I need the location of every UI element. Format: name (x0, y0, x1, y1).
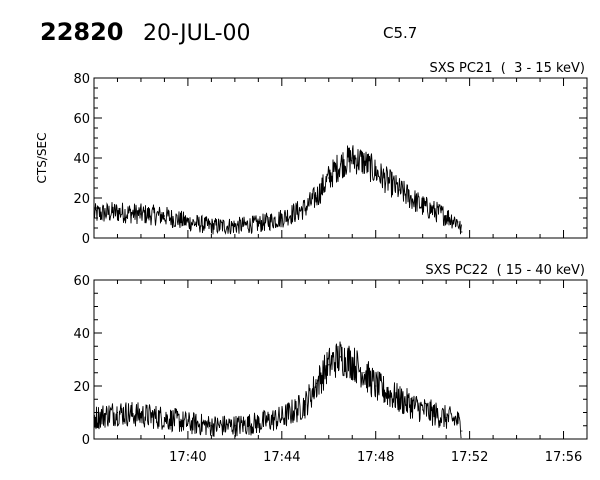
y-tick-label: 60 (73, 274, 90, 289)
data-point (328, 364, 330, 366)
data-point (316, 195, 318, 197)
data-point (445, 417, 447, 419)
data-point (398, 398, 400, 400)
y-tick-label: 20 (73, 380, 90, 395)
panel-pc21: SXS PC21 ( 3 - 15 keV) 0 20 40 60 80 CTS/SEC (35, 61, 588, 247)
data-point (281, 217, 283, 219)
series-line (93, 145, 462, 235)
data-point (257, 223, 259, 225)
data-point (210, 225, 212, 227)
data-point (116, 211, 119, 213)
data-point (187, 221, 189, 223)
data-point (234, 225, 236, 227)
data-point (351, 361, 353, 363)
data-point (339, 356, 342, 358)
data-point (163, 215, 166, 217)
event-id: 22820 (40, 18, 124, 46)
data-point (328, 177, 330, 179)
data-point (445, 215, 447, 217)
data-point (140, 213, 142, 215)
panel-pc22: SXS PC22 ( 15 - 40 keV) 0 20 40 60 17:40 17:44… (73, 263, 588, 465)
x-tick-label: 17:52 (451, 450, 488, 465)
data-point (316, 382, 318, 384)
data-point (461, 430, 463, 432)
data-point (351, 157, 353, 159)
data-point (461, 231, 463, 233)
data-point (93, 417, 95, 419)
y-tick-label: 80 (73, 72, 90, 87)
y-axis-label: CTS/SEC (35, 133, 49, 184)
data-point (304, 207, 306, 209)
data-point (257, 422, 259, 424)
data-point (457, 221, 459, 223)
series-line (93, 341, 462, 439)
data-point (234, 425, 236, 427)
data-point (457, 419, 459, 422)
y-tick-label: 0 (82, 433, 90, 448)
data-point (363, 372, 365, 374)
data-point (116, 411, 119, 414)
panel-title: SXS PC22 ( 15 - 40 keV) (425, 263, 585, 278)
x-tick-label: 17:40 (169, 450, 206, 465)
data-point (398, 189, 400, 191)
data-point (375, 171, 377, 173)
x-tick-label: 17:56 (545, 450, 582, 465)
data-point (339, 163, 342, 165)
data-point (281, 417, 283, 419)
data-point (163, 417, 166, 419)
data-point (375, 385, 377, 387)
x-tick-label: 17:44 (263, 450, 300, 465)
y-tick-label: 0 (82, 232, 90, 247)
data-point (304, 403, 306, 406)
y-tick-label: 60 (73, 112, 90, 127)
data-point (187, 422, 189, 424)
y-tick-label: 40 (73, 327, 90, 342)
data-point (363, 161, 365, 163)
data-point (210, 425, 212, 427)
y-tick-label: 40 (73, 152, 90, 167)
data-point (93, 213, 95, 215)
data-point (140, 414, 142, 416)
event-date: 20-JUL-00 (143, 21, 251, 46)
panel-title: SXS PC21 ( 3 - 15 keV) (429, 61, 585, 76)
data-point (422, 409, 424, 411)
flare-class: C5.7 (383, 24, 417, 42)
data-point (422, 205, 424, 207)
x-tick-label: 17:48 (357, 450, 394, 465)
plot-frame (93, 279, 588, 440)
y-tick-label: 20 (73, 192, 90, 207)
